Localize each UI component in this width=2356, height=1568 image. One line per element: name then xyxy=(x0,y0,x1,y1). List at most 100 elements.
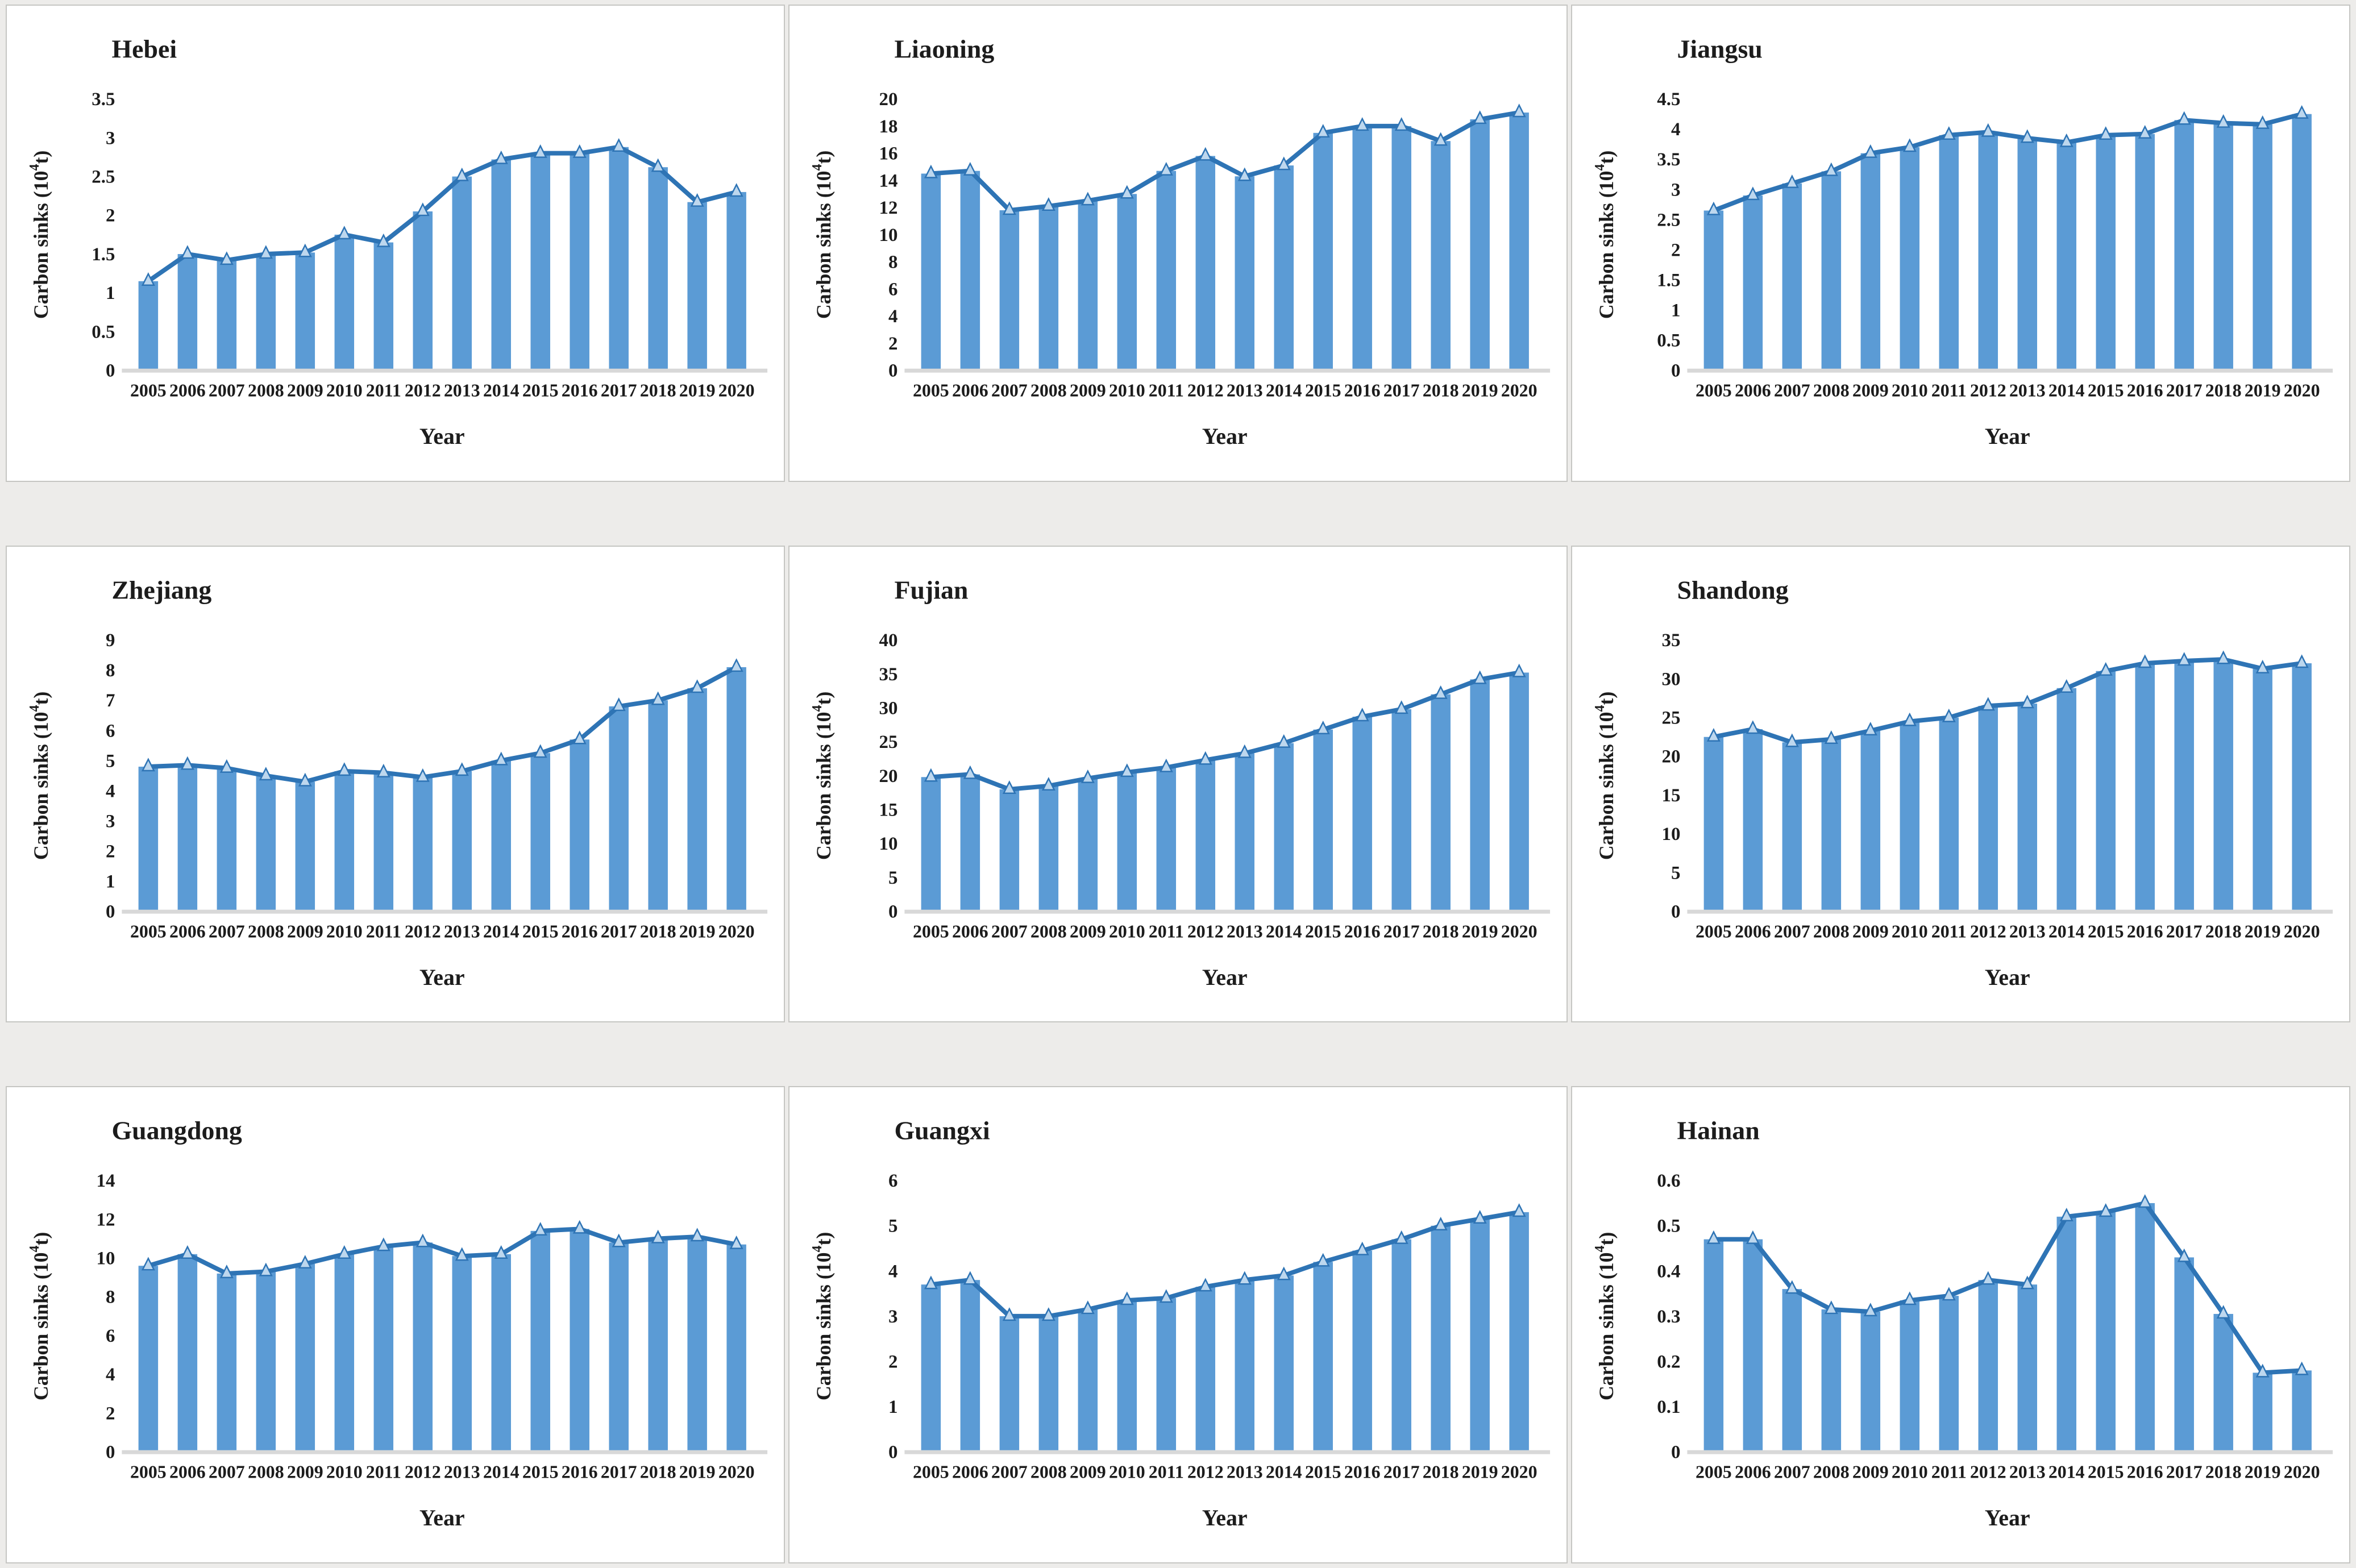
marker-2011 xyxy=(1942,1287,1956,1301)
x-tick-label-2005: 2005 xyxy=(1696,921,1732,941)
bar-2020 xyxy=(1509,113,1529,371)
bar-2006 xyxy=(960,1280,980,1453)
x-tick-label-2015: 2015 xyxy=(522,921,559,941)
bar-2015 xyxy=(530,153,550,371)
x-tick-label-2008: 2008 xyxy=(248,380,284,400)
y-axis-label-text: Carbon sinks (10 xyxy=(1595,712,1618,860)
marker-2010 xyxy=(337,1245,351,1259)
chart-canvas-guangdong: Guangdong Carbon sinks (104t) Year 02468… xyxy=(27,1116,768,1530)
y-tick-label: 25 xyxy=(1662,708,1681,728)
x-tick-label-2007: 2007 xyxy=(991,380,1028,400)
x-tick-label-2016: 2016 xyxy=(562,921,598,941)
x-tick-label-2019: 2019 xyxy=(679,921,716,941)
x-tick-label-2010: 2010 xyxy=(1892,380,1928,400)
x-tick-label-2010: 2010 xyxy=(326,380,363,400)
trend-line xyxy=(146,664,739,784)
marker-2012 xyxy=(415,202,430,217)
y-tick-label: 5 xyxy=(1671,863,1680,883)
bar-2015 xyxy=(1313,132,1333,371)
marker-2011 xyxy=(376,233,390,247)
marker-2007 xyxy=(219,251,234,265)
y-tick-label: 0 xyxy=(106,901,115,922)
marker-2012 xyxy=(1198,751,1212,765)
marker-2020 xyxy=(729,1236,743,1250)
bar-2019 xyxy=(2253,124,2272,371)
x-tick-label-2011: 2011 xyxy=(1931,1462,1967,1482)
y-tick-label: 8 xyxy=(888,252,897,273)
x-axis-line xyxy=(904,1450,1551,1454)
bar-2019 xyxy=(1470,1219,1490,1453)
x-tick-label-2015: 2015 xyxy=(2088,1462,2124,1482)
chart-canvas-hainan: Hainan Carbon sinks (104t) Year 0 0.1 0.2 0… xyxy=(1593,1116,2333,1530)
bar-2018 xyxy=(1431,141,1451,371)
x-tick-label-2011: 2011 xyxy=(1149,1462,1184,1482)
x-tick-label-2007: 2007 xyxy=(991,1462,1028,1482)
y-axis-label-text: Carbon sinks (10 xyxy=(812,170,835,319)
bar-2005 xyxy=(138,766,159,912)
bar-2015 xyxy=(530,752,550,912)
chart-canvas-zhejiang: Zhejiang Carbon sinks (104t) Year 012345… xyxy=(27,575,768,990)
marker-2019 xyxy=(1473,110,1487,124)
bar-2017 xyxy=(2174,660,2194,912)
marker-2020 xyxy=(2295,105,2309,119)
y-axis-label-text: Carbon sinks (10 xyxy=(1595,170,1618,319)
marker-2009 xyxy=(298,243,312,257)
marker-2016 xyxy=(572,1220,587,1234)
x-axis-line xyxy=(904,368,1551,373)
x-tick-label-2007: 2007 xyxy=(209,921,245,941)
chart-panel-hainan: Hainan Carbon sinks (104t) Year 0 0.1 0.2 0… xyxy=(1571,1086,2350,1563)
bar-2017 xyxy=(2174,1257,2194,1453)
x-tick-label-2013: 2013 xyxy=(444,1462,480,1482)
marker-2009 xyxy=(1081,192,1095,206)
y-tick-label: 4 xyxy=(1671,119,1680,140)
chart-title: Jiangsu xyxy=(1677,35,1762,64)
x-tick-label-2013: 2013 xyxy=(1227,380,1263,400)
bar-2015 xyxy=(2096,135,2116,371)
marker-2008 xyxy=(1824,1300,1838,1315)
x-tick-label-2016: 2016 xyxy=(562,1462,598,1482)
y-tick-label: 18 xyxy=(879,117,898,137)
chart-canvas-shandong: Shandong Carbon sinks (104t) Year 0 5 10 15… xyxy=(1593,575,2333,990)
bar-2008 xyxy=(256,254,276,371)
x-axis-line xyxy=(1687,1450,2333,1454)
y-tick-label: 2.5 xyxy=(92,167,115,188)
marker-2007 xyxy=(1002,1307,1016,1321)
x-tick-label-2018: 2018 xyxy=(640,1462,676,1482)
chart-title: Zhejiang xyxy=(111,575,211,604)
y-axis-label: Carbon sinks (104t) xyxy=(810,151,835,319)
x-tick-label-2012: 2012 xyxy=(1970,1462,2006,1482)
y-axis-label-unit: t) xyxy=(30,151,52,164)
marker-2016 xyxy=(572,730,587,745)
y-tick-label: 0.2 xyxy=(1657,1352,1680,1372)
marker-2006 xyxy=(1746,1230,1760,1245)
marker-2009 xyxy=(1863,1303,1877,1317)
marker-2009 xyxy=(298,1255,312,1269)
y-axis-label: Carbon sinks (104t) xyxy=(810,691,835,859)
bar-2018 xyxy=(2213,123,2233,371)
marker-2016 xyxy=(1355,707,1369,721)
x-tick-label-2012: 2012 xyxy=(405,921,441,941)
bar-2005 xyxy=(921,776,941,912)
x-tick-label-2007: 2007 xyxy=(991,921,1028,941)
bar-2019 xyxy=(687,1237,707,1453)
x-tick-label-2014: 2014 xyxy=(2048,1462,2085,1482)
bar-2006 xyxy=(177,764,198,912)
x-tick-label-2007: 2007 xyxy=(1774,380,1810,400)
bar-2010 xyxy=(1117,1300,1137,1453)
bar-2019 xyxy=(2253,668,2272,912)
bar-2008 xyxy=(256,1271,276,1453)
marker-2018 xyxy=(1433,1217,1448,1231)
x-tick-label-2006: 2006 xyxy=(952,380,988,400)
marker-2019 xyxy=(2255,659,2270,673)
bar-2009 xyxy=(1078,201,1098,371)
x-tick-label-2015: 2015 xyxy=(2088,380,2124,400)
bar-2007 xyxy=(999,210,1020,371)
y-tick-label: 0.1 xyxy=(1657,1397,1680,1417)
marker-2019 xyxy=(690,1228,704,1242)
bar-2007 xyxy=(217,768,237,912)
bar-2006 xyxy=(1743,729,1763,912)
marker-2007 xyxy=(1002,201,1016,215)
marker-2008 xyxy=(259,1263,273,1276)
y-tick-label: 10 xyxy=(1662,824,1681,845)
